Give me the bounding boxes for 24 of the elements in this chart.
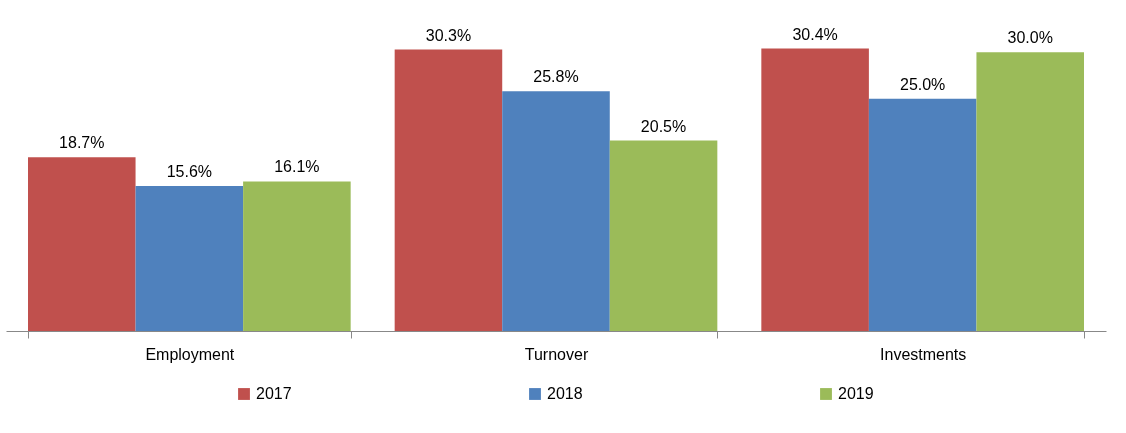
bar <box>976 52 1084 331</box>
bar <box>243 181 351 331</box>
data-label: 15.6% <box>166 163 213 181</box>
bar <box>28 157 136 331</box>
bar <box>761 48 869 331</box>
legend-label: 2019 <box>838 385 874 402</box>
x-tick-label: Employment <box>145 345 235 363</box>
legend-label: 2017 <box>256 385 292 402</box>
data-label: 30.0% <box>1007 29 1053 47</box>
data-label: 18.7% <box>59 134 105 152</box>
bar <box>868 98 977 331</box>
legend-label: 2018 <box>547 385 583 402</box>
data-label: 30.4% <box>792 25 838 43</box>
data-label: 25.8% <box>533 68 579 86</box>
bar <box>135 186 244 331</box>
bar <box>609 140 718 331</box>
bar <box>502 91 610 331</box>
data-label: 25.0% <box>899 75 946 93</box>
bar <box>394 49 503 331</box>
x-tick-label: Turnover <box>524 345 589 363</box>
x-tick-label: Investments <box>880 345 967 363</box>
data-label: 30.3% <box>425 26 472 44</box>
data-label: 16.1% <box>274 158 320 176</box>
data-label: 20.5% <box>640 117 687 135</box>
